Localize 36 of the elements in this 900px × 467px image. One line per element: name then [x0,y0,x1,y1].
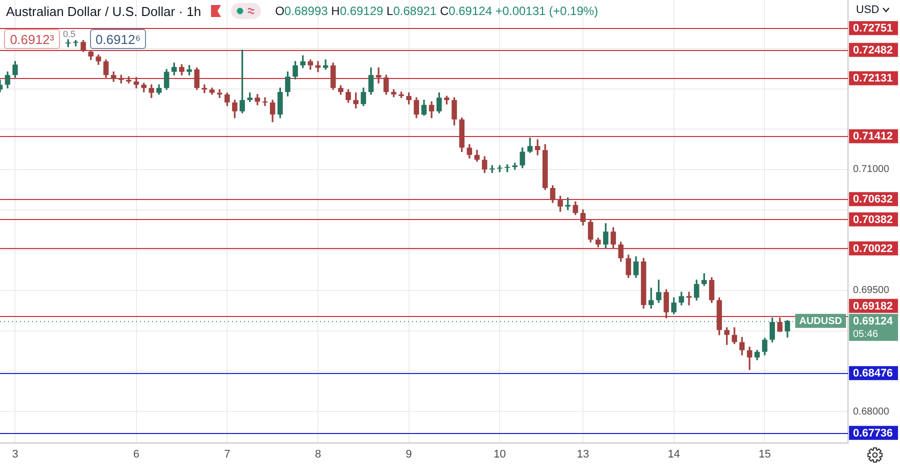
x-tick-label: 9 [406,448,412,461]
candlestick [262,97,268,106]
y-tick-label: 0.71000 [853,164,890,176]
annotation: 0.6912³ [4,29,60,49]
chart-title: Australian Dollar / U.S. Dollar · 1h [6,4,202,18]
ref-line-label: 0.72131 [853,72,893,85]
ref-line-label: 0.72751 [853,22,893,35]
annotation: AUDUSD [799,316,842,328]
annotation: 0.5 [63,29,76,39]
x-tick-label: 7 [224,448,230,461]
x-tick-label: 10 [494,448,506,461]
y-tick-label: 0.68000 [853,406,890,418]
ref-line-label: 0.70382 [853,214,893,226]
x-tick-label: 15 [758,448,771,461]
y-axis-title: USD [856,4,880,16]
chart-subtitle: O0.68993 H0.69129 L0.68921 C0.69124 +0.00131 (+0.19%) [275,4,598,18]
ref-line-label: 0.67736 [853,427,893,440]
candlestick [686,292,692,306]
ref-line-label: 0.69182 [853,300,893,312]
x-tick-label: 3 [12,448,18,461]
x-tick-label: 8 [314,448,322,461]
x-tick-label: 14 [668,448,680,461]
x-tick-label: 13 [576,448,590,461]
ref-line-label: 0.70022 [853,242,893,255]
ref-line-label: 0.72482 [853,44,893,56]
text: 05:46 [853,329,878,340]
ref-line-label: 0.70632 [853,194,893,206]
candlestick [534,139,540,156]
y-tick-label: 0.69500 [853,285,890,296]
x-tick-label: 6 [133,448,140,461]
candlestick [376,67,382,84]
annotation: 0.6912⁶ [90,29,146,49]
ref-line-label: 0.71412 [853,130,893,143]
ref-line-label: 0.68476 [853,368,893,380]
ref-line-label: 0.69124 [853,315,894,328]
candlestick [315,60,321,72]
